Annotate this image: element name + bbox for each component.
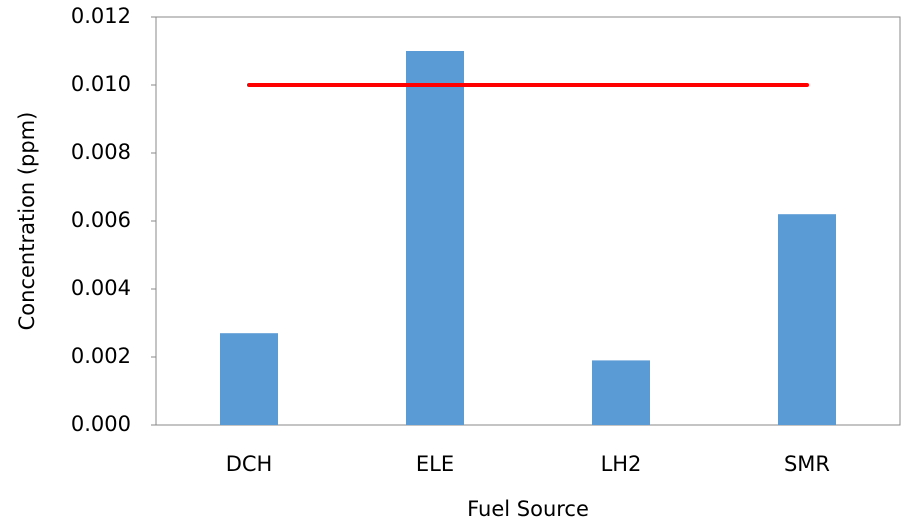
bar bbox=[778, 214, 836, 425]
x-axis-label: Fuel Source bbox=[467, 497, 589, 521]
x-tick-label: SMR bbox=[784, 452, 830, 476]
x-tick-label: DCH bbox=[226, 452, 273, 476]
y-tick-label: 0.002 bbox=[71, 344, 131, 368]
bar bbox=[220, 333, 278, 425]
y-axis-label: Concentration (ppm) bbox=[15, 112, 39, 331]
x-tick-label: ELE bbox=[416, 452, 454, 476]
y-tick-label: 0.012 bbox=[71, 4, 131, 28]
y-tick-label: 0.010 bbox=[71, 72, 131, 96]
x-tick-label: LH2 bbox=[601, 452, 642, 476]
y-tick-label: 0.004 bbox=[71, 276, 131, 300]
bar bbox=[592, 360, 650, 425]
y-tick-label: 0.008 bbox=[71, 140, 131, 164]
bar bbox=[406, 51, 464, 425]
y-tick-label: 0.006 bbox=[71, 208, 131, 232]
y-tick-label: 0.000 bbox=[71, 412, 131, 436]
